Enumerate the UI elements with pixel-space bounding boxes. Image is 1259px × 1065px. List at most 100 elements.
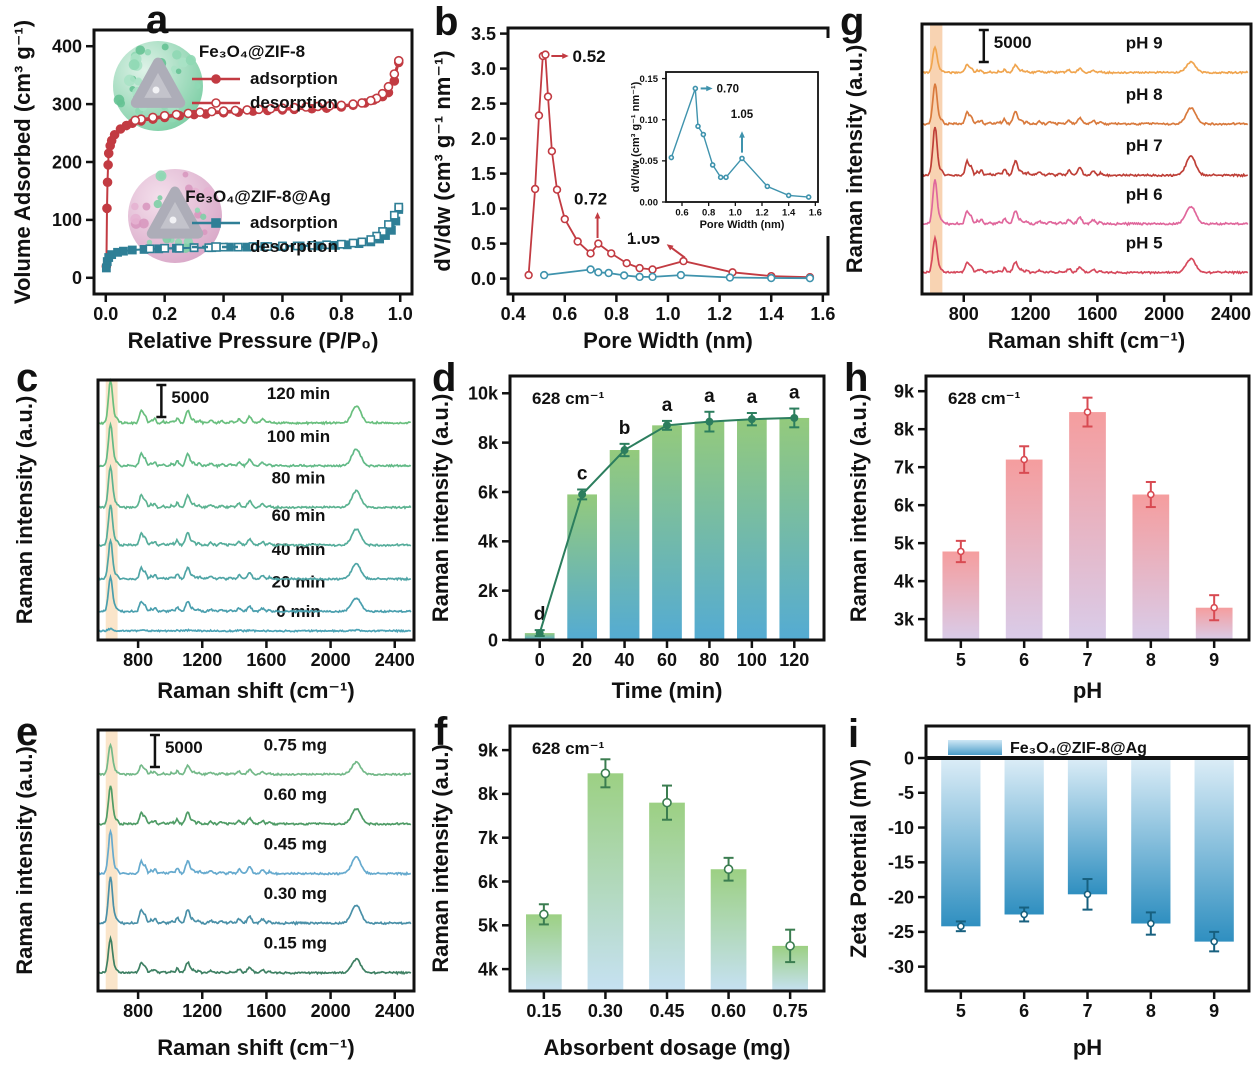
svg-text:9: 9 (1209, 650, 1219, 670)
svg-text:10k: 10k (468, 384, 499, 404)
bar (1067, 757, 1108, 895)
spectrum-curve (922, 234, 1249, 276)
svg-text:0: 0 (488, 630, 498, 650)
bar (1069, 412, 1106, 640)
svg-text:0.6: 0.6 (552, 304, 577, 324)
svg-text:5000: 5000 (171, 388, 209, 407)
svg-text:300: 300 (52, 94, 82, 114)
svg-text:0.15 mg: 0.15 mg (264, 934, 327, 953)
svg-text:-20: -20 (888, 887, 914, 907)
highlight-band (105, 731, 118, 990)
svg-text:0.75 mg: 0.75 mg (264, 735, 327, 754)
d-bars (524, 417, 810, 640)
svg-text:Pore Width (nm): Pore Width (nm) (700, 219, 785, 231)
svg-text:1200: 1200 (1011, 304, 1051, 324)
svg-text:Relative Pressure (P/P₀): Relative Pressure (P/P₀) (128, 328, 379, 353)
svg-text:-10: -10 (888, 818, 914, 838)
panel-e-chart: 0.15 mg 0.30 mg 0.45 mg 0.60 mg 0.75 mg 5000 8… (12, 728, 416, 1060)
svg-text:pH 6: pH 6 (1126, 185, 1163, 204)
svg-text:1.4: 1.4 (782, 208, 796, 219)
a-legend-item: adsorption (192, 213, 338, 232)
panel-g: g pH 5 pH 6 pH 7 pH 8 pH 9 5000 800 1200 1600 200… (838, 0, 1259, 358)
spectrum-curve (97, 463, 412, 510)
panel-f-chart: 628 cm⁻¹ 0.15 0.30 0.45 0.60 0.75 4k 5k 6k 7k 8k 9k… (428, 724, 826, 1060)
bar (526, 914, 562, 991)
svg-text:1.2: 1.2 (707, 304, 732, 324)
svg-text:2000: 2000 (1144, 304, 1184, 324)
svg-text:200: 200 (52, 152, 82, 172)
spectrum-curve (97, 876, 412, 926)
bar (1004, 757, 1044, 915)
svg-text:0.6: 0.6 (270, 304, 295, 324)
panel-letter-d: d (432, 356, 457, 400)
svg-text:100: 100 (737, 650, 767, 670)
svg-text:dV/dw (cm³ g⁻¹ nm⁻¹): dV/dw (cm³ g⁻¹ nm⁻¹) (430, 50, 455, 271)
svg-text:Raman shift (cm⁻¹): Raman shift (cm⁻¹) (157, 678, 354, 703)
panel-a-chart: Fe₃O₄@ZIF-8 adsorption desorption Fe₃O₄@ZIF… (10, 20, 414, 353)
svg-text:Fe₃O₄@ZIF-8@Ag: Fe₃O₄@ZIF-8@Ag (185, 187, 330, 206)
svg-text:0.8: 0.8 (702, 208, 715, 219)
svg-text:Time (min): Time (min) (612, 678, 723, 703)
a-legend-item: desorption (192, 93, 338, 112)
svg-text:1600: 1600 (246, 1001, 286, 1021)
svg-text:Raman intensity (a.u.): Raman intensity (a.u.) (428, 394, 453, 623)
h-bars (942, 412, 1233, 640)
svg-text:Raman intensity (a.u.): Raman intensity (a.u.) (842, 45, 867, 274)
svg-text:0.45 mg: 0.45 mg (264, 835, 327, 854)
b-series-0 (524, 50, 815, 282)
svg-text:pH: pH (1073, 678, 1102, 703)
svg-text:5k: 5k (478, 916, 499, 936)
bar (694, 421, 725, 640)
svg-text:8: 8 (1146, 1001, 1156, 1021)
svg-text:a: a (704, 386, 715, 407)
svg-text:7k: 7k (894, 457, 915, 477)
svg-text:Fe₃O₄@ZIF-8@Ag: Fe₃O₄@ZIF-8@Ag (1010, 740, 1147, 757)
svg-text:5000: 5000 (165, 738, 203, 757)
svg-text:1.0: 1.0 (471, 199, 496, 219)
svg-text:0: 0 (535, 650, 545, 670)
panel-e: e 0.15 mg 0.30 mg 0.45 mg 0.60 mg 0.75 mg 500… (0, 708, 420, 1065)
spectrum-curve (97, 742, 412, 777)
svg-text:800: 800 (949, 304, 979, 324)
scale-bar: 5000 (978, 28, 1032, 64)
g-spectra: pH 5 pH 6 pH 7 pH 8 pH 9 (921, 34, 1249, 276)
svg-text:1.2: 1.2 (755, 208, 768, 219)
svg-text:0.2: 0.2 (152, 304, 177, 324)
svg-text:120 min: 120 min (267, 384, 330, 403)
svg-text:0.00: 0.00 (640, 197, 659, 208)
svg-text:pH 8: pH 8 (1126, 85, 1163, 104)
svg-text:0.0: 0.0 (93, 304, 118, 324)
a-series-1 (130, 55, 404, 126)
svg-text:60: 60 (657, 650, 677, 670)
i-bars (941, 757, 1234, 942)
panel-i-chart: Fe₃O₄@ZIF-8@Ag 5 6 7 8 9 0 -5 -10 -15 -20 -25 -30 pH Z… (846, 724, 1251, 1060)
svg-text:7: 7 (1082, 1001, 1092, 1021)
svg-text:6: 6 (1019, 1001, 1029, 1021)
svg-text:0: 0 (72, 268, 82, 288)
svg-text:100: 100 (52, 210, 82, 230)
svg-text:1.5: 1.5 (471, 164, 496, 184)
bar (710, 869, 747, 991)
svg-text:1200: 1200 (182, 1001, 222, 1021)
svg-text:Raman intensity (a.u.): Raman intensity (a.u.) (12, 746, 37, 975)
panel-letter-e: e (16, 710, 39, 754)
svg-text:2.5: 2.5 (471, 94, 496, 114)
svg-text:-25: -25 (888, 922, 914, 942)
nanoparticle-illustration (128, 169, 222, 263)
svg-text:b: b (619, 418, 631, 439)
svg-text:6k: 6k (894, 495, 915, 515)
bar (587, 773, 624, 991)
svg-text:a: a (747, 387, 758, 408)
svg-text:5k: 5k (894, 533, 915, 553)
svg-text:5: 5 (956, 650, 966, 670)
svg-text:1200: 1200 (182, 650, 222, 670)
f-error-bars (538, 758, 796, 964)
a-legend-item: adsorption (192, 69, 338, 88)
svg-text:80 min: 80 min (272, 468, 326, 487)
svg-text:1600: 1600 (246, 650, 286, 670)
svg-text:d: d (534, 604, 546, 625)
svg-text:0: 0 (904, 748, 914, 768)
h-error-bars (955, 396, 1220, 622)
